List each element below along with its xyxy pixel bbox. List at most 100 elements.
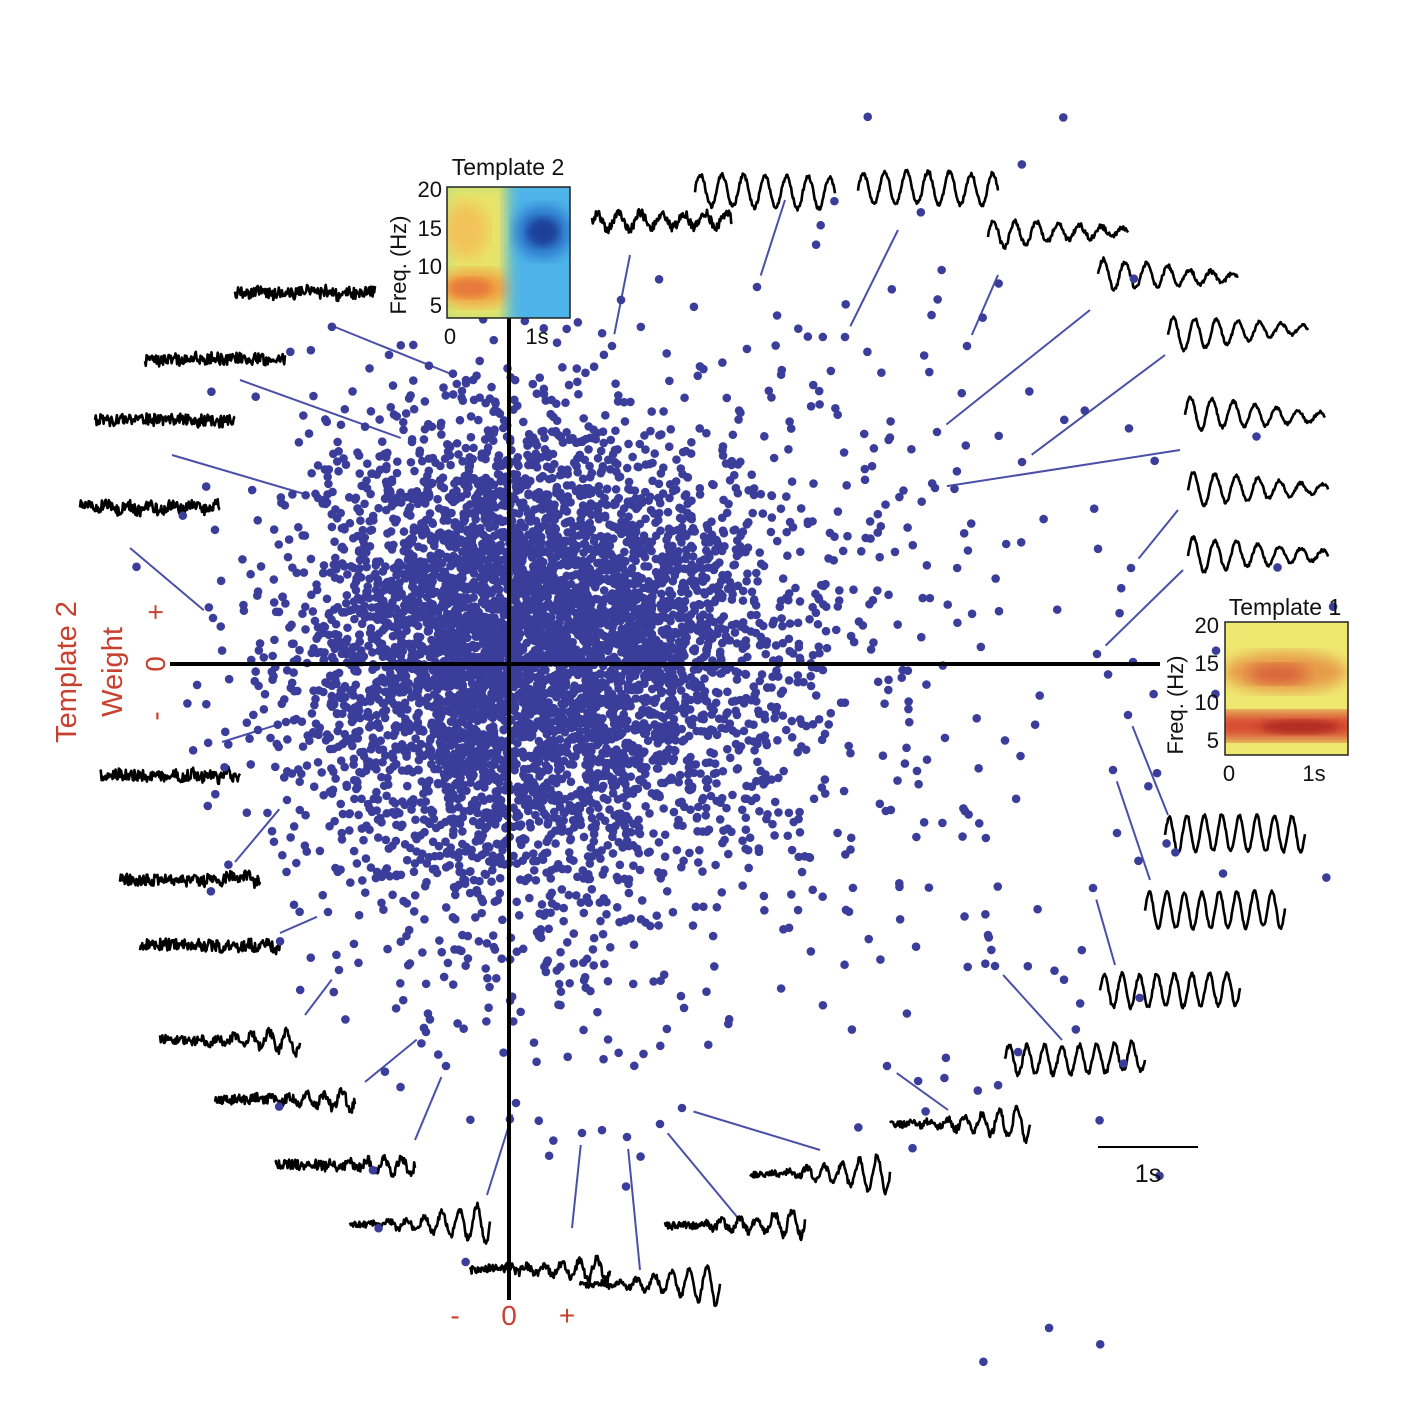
scatter-point (706, 791, 716, 801)
scatter-point (469, 569, 479, 578)
scatter-point (424, 741, 433, 751)
waveform-trace (888, 1104, 1032, 1145)
scatter-point (390, 727, 400, 737)
scatter-point (512, 759, 521, 769)
scatter-point (550, 459, 559, 469)
scatter-point (402, 781, 412, 791)
scatter-point (633, 462, 643, 472)
scatter-point (255, 639, 265, 648)
scatter-point (335, 720, 344, 730)
scatter-point (461, 762, 471, 771)
scatter-point (624, 484, 633, 494)
scatter-point (479, 555, 488, 564)
scatter-point (514, 911, 524, 920)
scatter-point (482, 447, 492, 457)
scatter-point (547, 789, 557, 799)
scatter-point (489, 512, 499, 522)
scatter-point (436, 573, 446, 582)
scatter-point (600, 959, 609, 969)
scatter-point (689, 601, 699, 610)
scatter-point (703, 619, 713, 628)
connector-line (1031, 354, 1166, 456)
scatter-point (378, 567, 388, 576)
scatter-point (283, 552, 293, 562)
scatter-point (178, 511, 188, 520)
scatter-point (620, 547, 629, 557)
scatter-point (539, 808, 549, 818)
scatter-point (289, 900, 299, 910)
scatter-point (310, 700, 319, 710)
scatter-point (423, 748, 433, 758)
scatter-point (831, 625, 841, 635)
scatter-point (572, 364, 582, 373)
scatter-point (500, 620, 509, 629)
scatter-point (301, 490, 310, 500)
scatter-point (636, 494, 646, 503)
scatter-point (576, 625, 586, 635)
connector-line (234, 808, 281, 863)
scatter-point (585, 603, 595, 612)
scatter-point (337, 685, 347, 695)
scatter-point (378, 757, 387, 767)
scatter-point (366, 489, 375, 499)
scatter-point (550, 500, 559, 509)
scatter-point (578, 501, 588, 510)
scatter-point (593, 1007, 602, 1017)
scatter-point (579, 908, 589, 918)
scatter-point (693, 371, 703, 381)
waveform-trace (1186, 471, 1330, 508)
scatter-point (727, 595, 737, 604)
scatter-point (774, 808, 783, 817)
scatter-point (547, 639, 557, 649)
scatter-point (480, 617, 490, 627)
connector-line (329, 324, 456, 377)
scatter-point (343, 623, 352, 633)
scatter-point (598, 549, 607, 559)
scatter-point (651, 694, 661, 704)
scatter-point (270, 762, 280, 772)
scatter-point (540, 433, 549, 443)
scatter-point (396, 341, 406, 350)
scatter-point (493, 605, 503, 614)
scatter-point (668, 526, 677, 536)
scatter-point (516, 518, 526, 528)
scatter-point (771, 641, 781, 650)
scatter-point (575, 484, 584, 493)
scatter-point (420, 827, 429, 837)
scatter-points (132, 112, 1338, 1367)
scatter-point (380, 713, 390, 723)
scatter-point (425, 509, 435, 518)
scatter-point (373, 718, 383, 728)
scatter-point (204, 603, 214, 612)
scatter-point (623, 685, 633, 695)
scatter-point (760, 906, 769, 915)
scatter-point (488, 493, 498, 503)
scatter-point (383, 780, 393, 789)
scatter-point (814, 642, 824, 651)
waveform-trace (274, 1153, 417, 1178)
scatter-point (452, 439, 462, 448)
scatter-point (557, 827, 567, 836)
scatter-point (542, 462, 552, 471)
scatter-point (624, 477, 634, 487)
scatter-point (685, 705, 695, 714)
scatter-point (353, 593, 363, 603)
scatter-point (478, 831, 488, 840)
scatter-point (220, 763, 229, 772)
connector-line (129, 547, 205, 612)
scatter-point (434, 529, 444, 538)
scatter-point (330, 573, 340, 582)
scatter-point (533, 766, 543, 775)
scatter-point (593, 629, 603, 639)
scatter-point (566, 777, 576, 787)
scatter-point (838, 546, 848, 556)
scatter-point (586, 742, 596, 752)
scatter-point (446, 561, 455, 571)
scatter-point (534, 550, 543, 559)
scatter-point (259, 653, 269, 662)
scatter-point (524, 460, 533, 470)
scatter-point (562, 507, 572, 516)
scatter-point (668, 486, 678, 496)
scatter-point (347, 734, 356, 743)
scatter-point (666, 616, 675, 626)
